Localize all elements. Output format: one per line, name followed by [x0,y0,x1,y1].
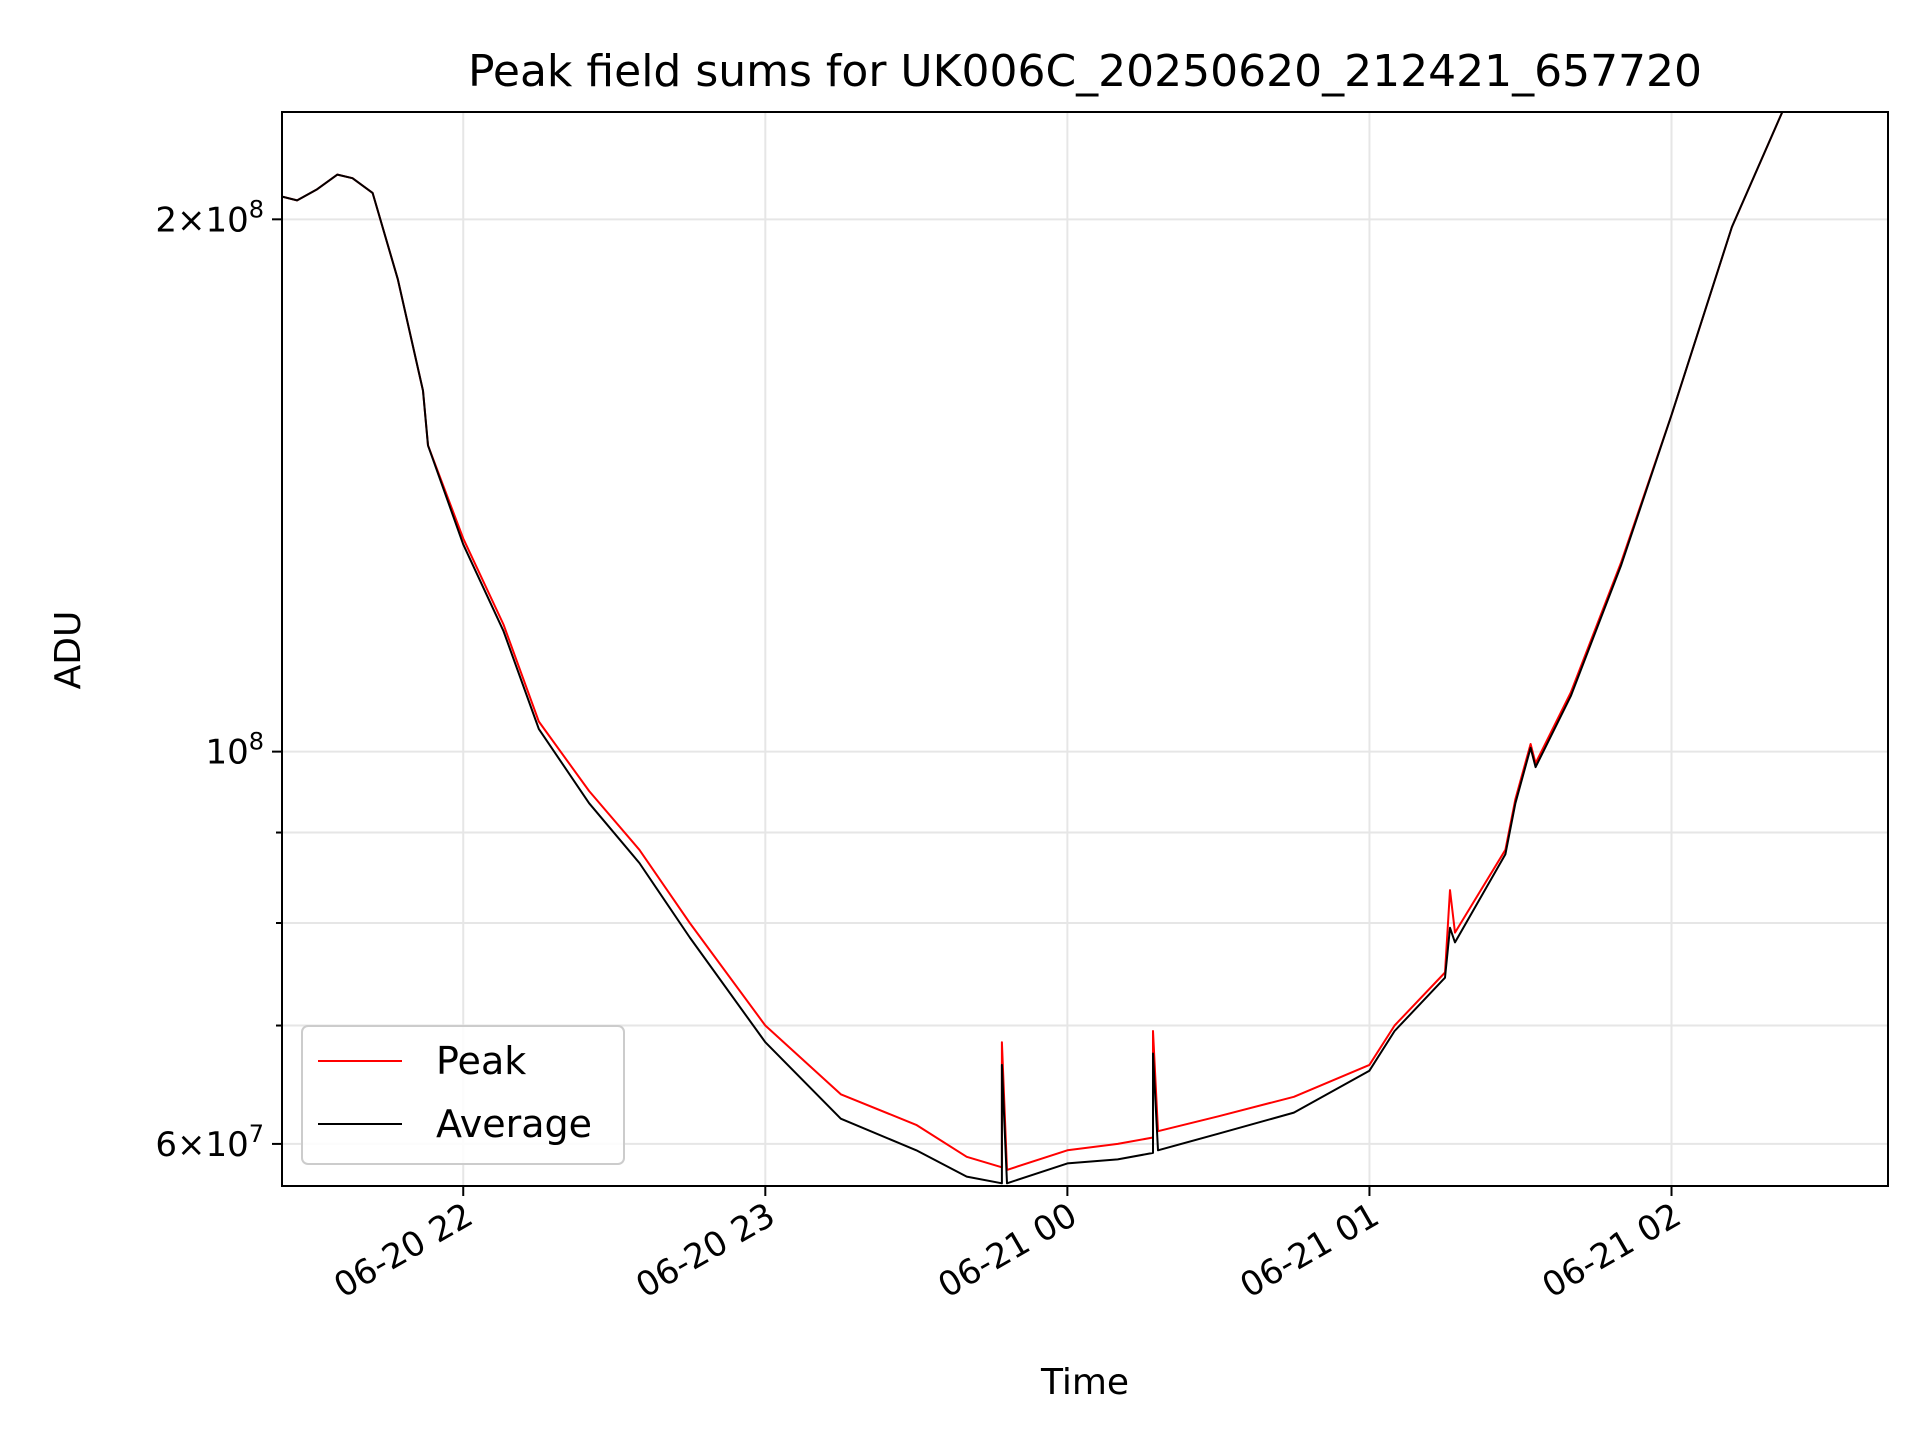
y-axis-label: ADU [48,611,89,690]
y-tick-label: 108 [205,728,264,773]
chart-title: Peak field sums for UK006C_20250620_2124… [468,46,1702,97]
x-tick-label: 06-20 22 [327,1195,479,1306]
legend-label-average: Average [436,1102,592,1146]
grid-layer [282,112,1888,1186]
x-tick-label: 06-21 01 [1234,1195,1386,1306]
x-tick-label: 06-21 00 [931,1195,1083,1306]
y-tick-label: 2×108 [155,195,264,240]
series-line-average [282,112,1888,1185]
series-layer [282,112,1888,1185]
series-line-peak [282,112,1888,1171]
plot-frame [281,111,1889,1187]
legend-label-peak: Peak [436,1039,526,1083]
x-axis-label: Time [1040,1362,1129,1403]
x-tick-label: 06-20 23 [629,1195,781,1306]
x-tick-label: 06-21 02 [1536,1195,1688,1306]
legend: Peak Average [301,1025,625,1165]
y-tick-label: 6×107 [155,1120,264,1165]
